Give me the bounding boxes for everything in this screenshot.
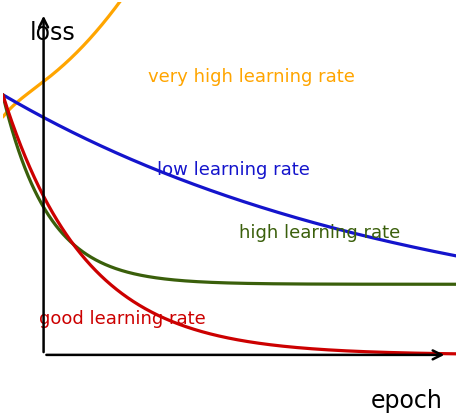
Text: high learning rate: high learning rate — [239, 224, 400, 242]
Text: loss: loss — [30, 21, 76, 45]
Text: epoch: epoch — [371, 388, 442, 412]
Text: very high learning rate: very high learning rate — [148, 68, 355, 86]
Text: low learning rate: low learning rate — [157, 161, 310, 178]
Text: good learning rate: good learning rate — [39, 309, 206, 327]
